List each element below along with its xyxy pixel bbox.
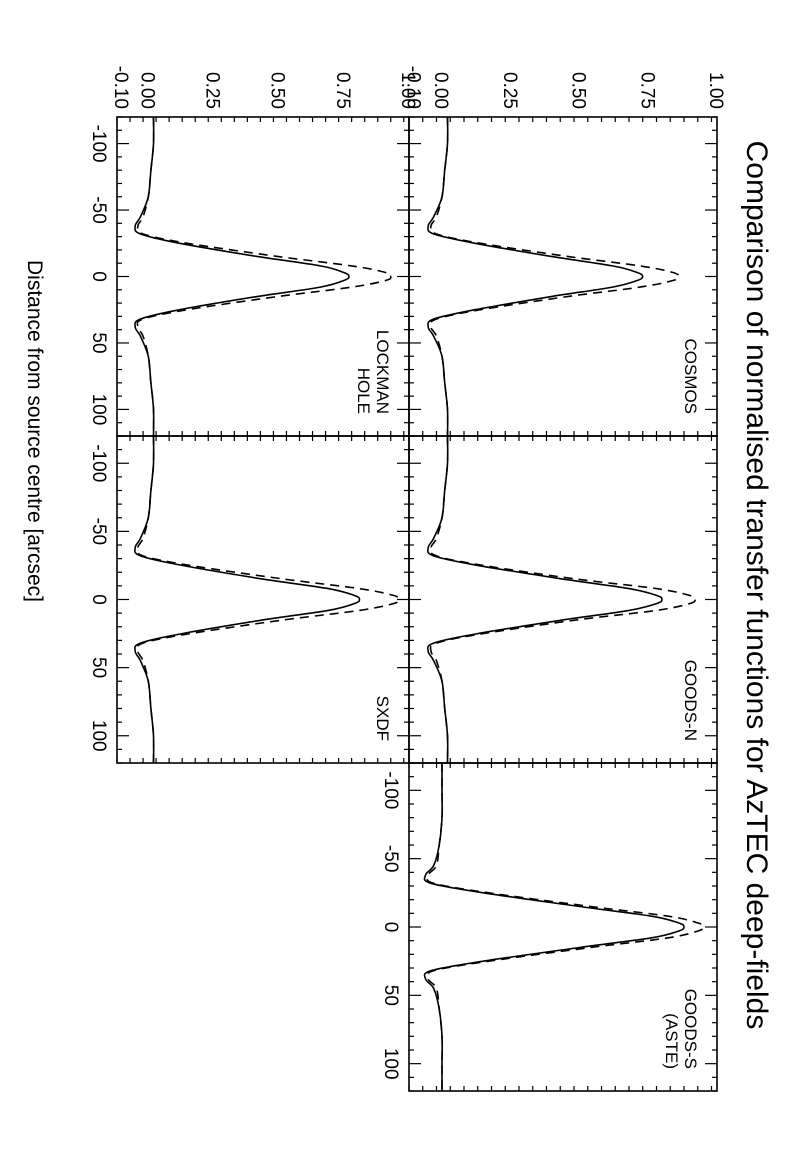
dashed-series-line [429, 116, 680, 437]
y-tick-label: 1.00 [397, 72, 418, 109]
panel-0: -0.10 0.00 0.25 0.50 0.75 1.00 COSMOS [403, 66, 726, 437]
y-tick-label: 0.50 [267, 72, 288, 109]
panel-4: -100 -50 0 50 100 SXDF [88, 435, 410, 764]
y-tick-label: -0.10 [403, 66, 424, 109]
x-tick-label: 0 [88, 594, 109, 605]
panel-1: GOODS-N [408, 435, 718, 764]
panel-label: GOODS-N [681, 660, 700, 741]
y-tick-label: 0.25 [499, 72, 520, 109]
x-tick-label: 0 [88, 271, 109, 282]
panel-label: LOCKMANHOLE [354, 330, 392, 414]
y-tick-label: 0.75 [636, 72, 657, 109]
panels-layer: -0.10 0.00 0.25 0.50 0.75 1.00COSMOSGOODS-N-1… [88, 66, 726, 1092]
x-tick-label: -50 [88, 518, 109, 545]
solid-series-line [133, 435, 361, 764]
panel-frame [116, 435, 410, 764]
y-tick-label: -0.10 [110, 66, 131, 109]
chart-title: Comparison of normalised transfer functi… [740, 141, 773, 1030]
y-tick-label: 1.00 [705, 72, 726, 109]
panel-2: -100 -50 0 50 100 GOODS-S(ASTE) [380, 762, 718, 1092]
panel-label: COSMOS [681, 338, 700, 414]
x-tick-label: -100 [380, 771, 401, 809]
panel-label-line: GOODS-N [681, 660, 700, 741]
solid-series-line [134, 116, 350, 437]
y-tick-label: 0.00 [430, 72, 451, 109]
dashed-series-line [136, 116, 392, 437]
panel-frame [408, 435, 718, 764]
panel-label-line: COSMOS [681, 338, 700, 414]
y-tick-label: 0.75 [332, 72, 353, 109]
x-tick-label: 100 [380, 1048, 401, 1080]
solid-series-line [423, 762, 685, 1091]
x-tick-label: 50 [88, 332, 109, 353]
x-tick-label: -100 [88, 125, 109, 163]
dashed-series-line [429, 435, 696, 764]
x-tick-label: -100 [88, 444, 109, 482]
solid-series-line [426, 435, 663, 764]
x-tick-label: 50 [380, 985, 401, 1006]
x-axis-label: Distance from source centre [arcsec] [23, 260, 46, 602]
panel-3: -100 -50 0 50 100 -0.10 0.00 0.25 0.50 0.75 1.00 LO… [88, 66, 418, 437]
panel-label-line: HOLE [354, 368, 373, 414]
x-tick-label: 50 [88, 657, 109, 678]
panel-label: GOODS-S(ASTE) [662, 989, 700, 1069]
x-tick-label: 100 [88, 720, 109, 752]
x-tick-label: -50 [380, 845, 401, 872]
panel-label-line: LOCKMAN [373, 330, 392, 414]
panel-label-line: GOODS-S [681, 989, 700, 1069]
y-tick-label: 0.00 [136, 72, 157, 109]
x-tick-label: 100 [88, 394, 109, 426]
solid-series-line [427, 116, 644, 437]
panel-label: SXDF [373, 696, 392, 741]
panel-frame [408, 116, 718, 437]
y-tick-label: 0.50 [568, 72, 589, 109]
x-tick-label: -50 [88, 196, 109, 223]
panel-label-line: SXDF [373, 696, 392, 741]
x-tick-label: 0 [380, 922, 401, 933]
y-tick-label: 0.25 [201, 72, 222, 109]
panel-label-line: (ASTE) [662, 1013, 681, 1069]
